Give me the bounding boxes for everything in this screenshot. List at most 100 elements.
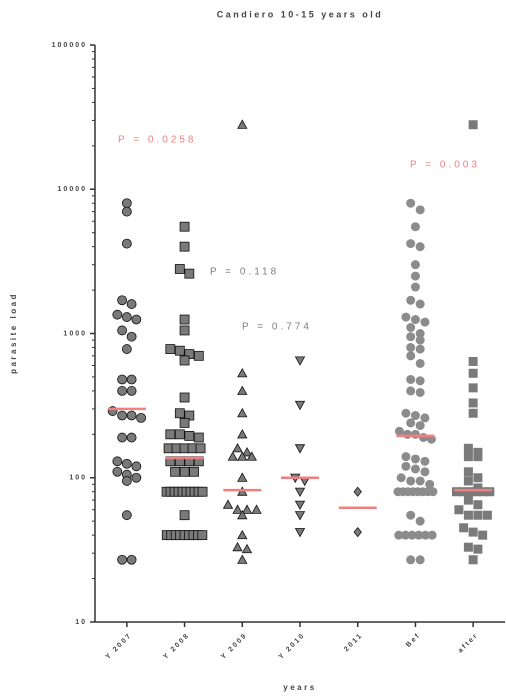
data-point xyxy=(428,487,438,497)
data-point xyxy=(112,466,123,477)
data-point xyxy=(121,206,132,217)
data-point xyxy=(241,543,253,554)
x-tick-label: Y 2009 xyxy=(220,632,249,661)
y-tick-label: 10 xyxy=(75,619,87,626)
data-point xyxy=(189,466,199,477)
data-point xyxy=(473,544,483,554)
annotation: P = 0.118 xyxy=(210,267,279,278)
data-point xyxy=(406,418,416,428)
data-point xyxy=(420,317,430,327)
data-point xyxy=(410,222,420,232)
data-point xyxy=(179,314,190,325)
data-point xyxy=(121,238,132,249)
data-point xyxy=(117,374,128,385)
data-point xyxy=(402,429,412,439)
data-point xyxy=(197,486,208,497)
data-point xyxy=(473,510,483,520)
data-point xyxy=(406,386,416,396)
data-point xyxy=(184,268,195,279)
data-point xyxy=(410,464,420,474)
data-point xyxy=(174,429,185,440)
data-point xyxy=(415,358,425,368)
data-point xyxy=(237,367,248,378)
data-point xyxy=(420,413,430,423)
data-point xyxy=(179,392,190,403)
data-point xyxy=(222,499,234,509)
data-point xyxy=(237,529,248,540)
data-point xyxy=(294,444,306,454)
data-point xyxy=(237,509,248,520)
data-point xyxy=(237,472,248,482)
data-point xyxy=(406,332,416,342)
data-point xyxy=(174,345,185,356)
data-point xyxy=(468,555,478,565)
data-point xyxy=(184,431,195,441)
data-point xyxy=(418,433,428,443)
data-point xyxy=(485,487,495,497)
x-tick-label: 2011 xyxy=(343,632,364,653)
data-point xyxy=(473,452,483,462)
data-point xyxy=(121,198,132,209)
data-point xyxy=(406,510,416,520)
data-point xyxy=(237,554,248,564)
data-point xyxy=(126,554,137,565)
x-tick-label: Y 2010 xyxy=(278,632,307,661)
data-point xyxy=(174,264,185,274)
data-point xyxy=(227,451,238,461)
data-point xyxy=(126,374,137,385)
data-point xyxy=(463,510,473,520)
data-point xyxy=(410,454,420,464)
annotation: P = 0.774 xyxy=(242,322,312,333)
data-point xyxy=(401,452,411,462)
data-point xyxy=(241,504,253,514)
data-point xyxy=(195,443,206,454)
data-point xyxy=(294,356,306,366)
data-point xyxy=(400,530,410,540)
data-point xyxy=(179,418,190,428)
data-point xyxy=(465,487,475,497)
data-point xyxy=(401,461,411,471)
data-point xyxy=(121,458,132,469)
data-point xyxy=(468,398,478,408)
data-point xyxy=(179,241,190,252)
data-point xyxy=(179,221,190,232)
data-point xyxy=(463,443,473,453)
data-point xyxy=(170,466,180,477)
data-point xyxy=(406,323,416,333)
data-point xyxy=(251,504,262,514)
data-point xyxy=(121,510,132,521)
data-point xyxy=(410,282,420,292)
annotation: P = 0.003 xyxy=(410,160,480,171)
data-point xyxy=(237,451,248,461)
data-point xyxy=(406,374,416,384)
data-point xyxy=(237,119,248,129)
data-point xyxy=(121,344,132,354)
data-point xyxy=(131,314,142,325)
data-point xyxy=(415,516,425,526)
data-point xyxy=(353,526,362,538)
data-point xyxy=(179,510,190,521)
data-point xyxy=(410,260,420,270)
data-point xyxy=(478,487,488,497)
data-point xyxy=(237,407,248,418)
data-point xyxy=(117,554,128,565)
data-point xyxy=(410,411,420,421)
data-point xyxy=(407,530,417,540)
data-point xyxy=(126,432,137,443)
data-point xyxy=(179,466,190,477)
data-point xyxy=(463,452,473,462)
y-tick-label: 100000 xyxy=(52,42,87,49)
data-point xyxy=(117,325,128,336)
data-point xyxy=(414,530,424,540)
data-point xyxy=(410,315,420,325)
data-point xyxy=(406,351,416,361)
data-point xyxy=(179,325,190,336)
data-point xyxy=(112,456,123,467)
data-point xyxy=(420,456,430,466)
data-point xyxy=(468,120,478,130)
data-point xyxy=(241,447,253,457)
data-point xyxy=(174,408,185,419)
data-point xyxy=(415,387,425,397)
data-point xyxy=(131,461,142,472)
